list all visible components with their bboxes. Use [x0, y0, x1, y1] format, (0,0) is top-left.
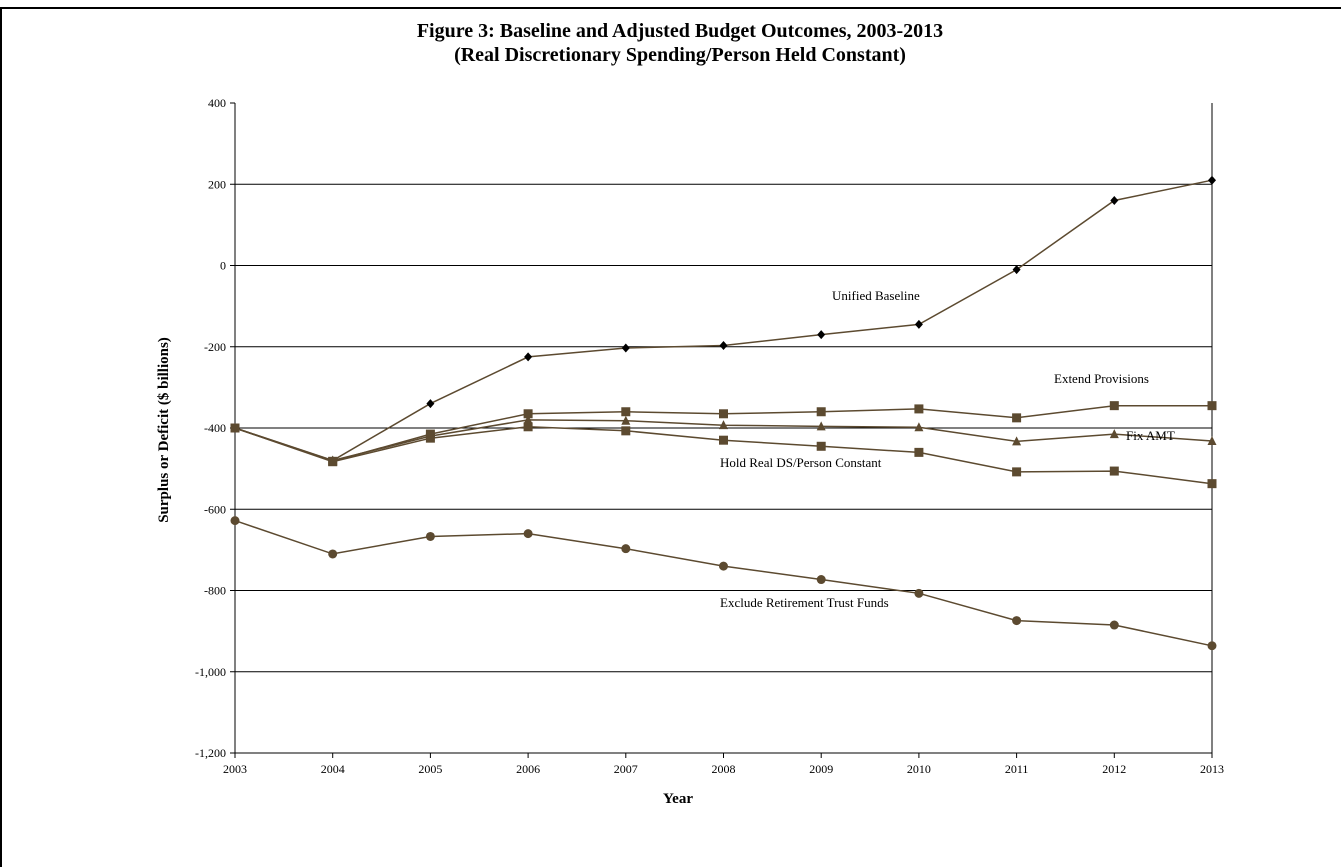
annotation-extend-provisions: Extend Provisions — [1054, 371, 1149, 386]
data-point — [719, 561, 728, 571]
x-tick-label: 2012 — [1102, 762, 1126, 776]
data-point — [425, 433, 435, 443]
data-point — [328, 457, 338, 467]
data-point — [719, 341, 728, 351]
series-group — [230, 175, 1217, 651]
series-4 — [230, 516, 1217, 651]
data-point — [328, 549, 338, 559]
y-tick-label: -200 — [204, 340, 226, 354]
chart-subtitle: (Real Discretionary Spending/Person Held… — [454, 44, 906, 66]
series-line — [234, 179, 1213, 462]
annotation-exclude-retirement: Exclude Retirement Trust Funds — [720, 595, 889, 610]
data-point — [621, 544, 631, 554]
x-tick-label: 2006 — [516, 762, 540, 776]
chart-frame: Figure 3: Baseline and Adjusted Budget O… — [0, 7, 1341, 867]
x-tick-label: 2003 — [223, 762, 247, 776]
y-axis-title: Surplus or Deficit ($ billions) — [156, 337, 172, 523]
y-tick-label: -400 — [204, 421, 226, 435]
data-point — [1109, 401, 1119, 411]
data-point — [1109, 429, 1119, 439]
data-point — [719, 420, 728, 430]
data-point — [621, 426, 631, 436]
data-point — [425, 531, 435, 541]
y-tick-label: -1,000 — [195, 665, 226, 679]
data-point — [1207, 401, 1217, 411]
annotation-unified-baseline: Unified Baseline — [832, 288, 920, 303]
data-point — [914, 588, 924, 598]
data-point — [914, 447, 924, 457]
series-3 — [230, 422, 1217, 489]
chart-title: Figure 3: Baseline and Adjusted Budget O… — [417, 20, 943, 42]
data-point — [621, 415, 631, 425]
data-point — [426, 399, 435, 409]
y-tick-label: 400 — [208, 96, 226, 110]
data-point — [621, 407, 631, 417]
data-point — [621, 343, 630, 353]
y-tick-label: -600 — [204, 502, 226, 516]
data-point — [1109, 466, 1119, 476]
data-point — [523, 422, 533, 432]
data-point — [523, 414, 533, 424]
x-tick-label: 2013 — [1200, 762, 1224, 776]
data-point — [719, 409, 728, 419]
y-tick-label: -1,200 — [195, 746, 226, 760]
data-point — [1012, 413, 1022, 423]
data-point — [230, 423, 240, 433]
data-point — [1207, 641, 1217, 651]
data-point — [523, 529, 533, 539]
annotation-hold-real-ds: Hold Real DS/Person Constant — [720, 455, 882, 470]
data-point — [230, 516, 240, 526]
data-point — [1208, 175, 1216, 185]
y-tick-label: 0 — [220, 259, 226, 273]
data-point — [816, 421, 826, 431]
axes: 400 200 0 -200 -400 -600 -800 -1,000 -1,200 2003 2… — [195, 96, 1224, 776]
x-axis-title: Year — [663, 791, 693, 807]
data-point — [1109, 620, 1119, 630]
data-point — [914, 404, 924, 414]
data-point — [1012, 616, 1022, 626]
data-point — [1012, 467, 1022, 477]
data-point — [914, 422, 924, 432]
data-point — [1207, 436, 1217, 445]
y-tick-label: 200 — [208, 177, 226, 191]
x-tick-label: 2009 — [809, 762, 833, 776]
series-line — [234, 519, 1213, 647]
x-tick-label: 2005 — [418, 762, 442, 776]
data-point — [1110, 196, 1119, 205]
x-tick-label: 2011 — [1005, 762, 1029, 776]
data-point — [1012, 436, 1022, 446]
data-point — [816, 441, 826, 451]
data-point — [719, 435, 728, 445]
data-point — [523, 409, 533, 419]
y-tick-label: -800 — [204, 584, 226, 598]
data-point — [816, 407, 826, 417]
x-tick-label: 2010 — [907, 762, 931, 776]
data-point — [817, 330, 826, 340]
data-point — [816, 575, 826, 585]
data-point — [1207, 479, 1217, 489]
annotations: Unified Baseline Extend Provisions Fix A… — [720, 288, 1175, 610]
data-point — [1012, 265, 1021, 275]
x-tick-label: 2008 — [712, 762, 736, 776]
x-tick-label: 2004 — [321, 762, 345, 776]
line-chart: Figure 3: Baseline and Adjusted Budget O… — [156, 20, 1224, 807]
annotation-fix-amt: Fix AMT — [1126, 428, 1175, 443]
data-point — [914, 319, 923, 329]
data-point — [524, 352, 533, 362]
x-tick-label: 2007 — [614, 762, 638, 776]
